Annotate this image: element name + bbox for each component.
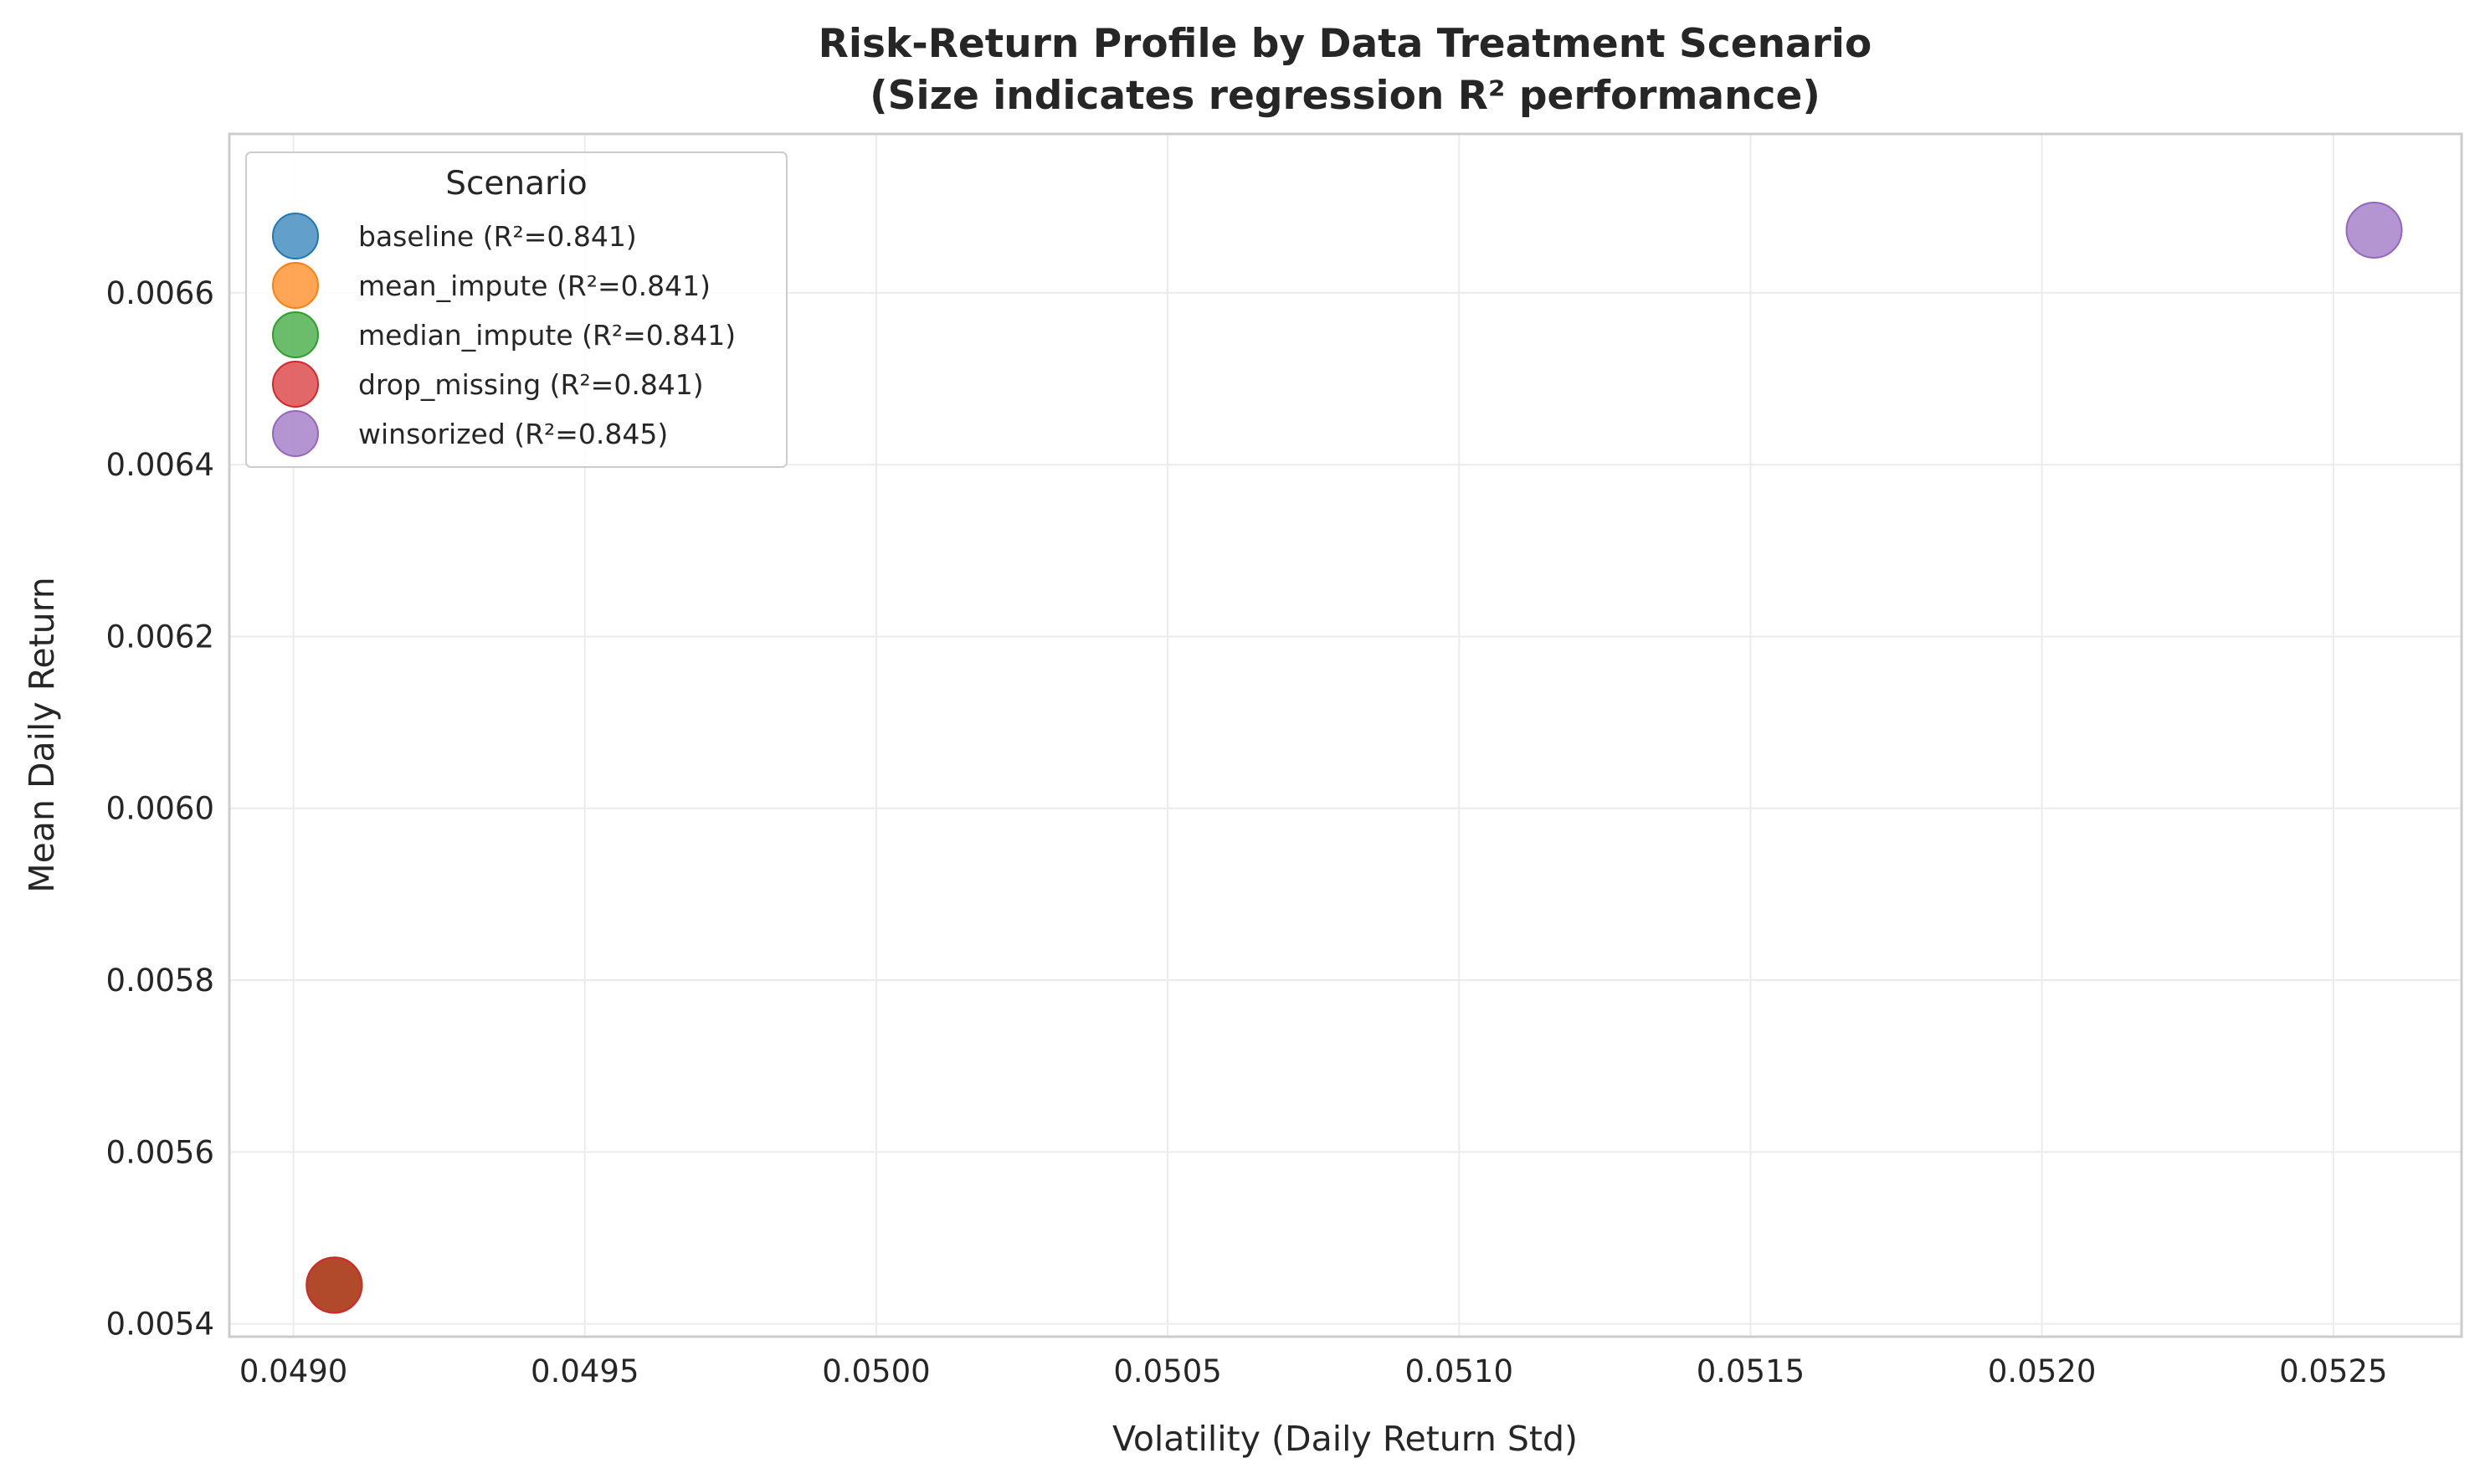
y-tick-label: 0.0058 xyxy=(106,963,214,999)
x-axis-label: Volatility (Daily Return Std) xyxy=(1112,1419,1578,1459)
chart-title-line1: Risk-Return Profile by Data Treatment Sc… xyxy=(819,21,1872,67)
legend-label: drop_missing (R²=0.841) xyxy=(358,368,704,401)
legend-label: winsorized (R²=0.845) xyxy=(358,418,668,450)
data-point xyxy=(305,1256,363,1314)
legend-marker xyxy=(272,361,319,408)
legend-label: median_impute (R²=0.841) xyxy=(358,319,736,352)
y-tick-label: 0.0060 xyxy=(106,791,214,827)
y-tick-label: 0.0066 xyxy=(106,275,214,311)
legend-label: baseline (R²=0.841) xyxy=(358,220,637,253)
legend-box xyxy=(245,151,788,468)
legend-label: mean_impute (R²=0.841) xyxy=(358,270,711,302)
data-points xyxy=(305,201,2403,1314)
legend-marker xyxy=(272,262,319,309)
chart-title-line2: (Size indicates regression R² performanc… xyxy=(870,73,1820,119)
x-tick-label: 0.0495 xyxy=(531,1353,639,1389)
x-tick-label: 0.0520 xyxy=(1988,1353,2096,1389)
legend: Scenario baseline (R²=0.841) mean_impute … xyxy=(245,151,788,468)
x-tick-label: 0.0525 xyxy=(2279,1353,2387,1389)
legend-entries: baseline (R²=0.841) mean_impute (R²=0.841… xyxy=(272,213,736,457)
legend-marker xyxy=(272,311,319,358)
y-tick-labels: 0.0054 0.0056 0.0058 0.0060 0.0062 0.0064 0.00… xyxy=(106,275,214,1343)
x-tick-labels: 0.0490 0.0495 0.0500 0.0505 0.0510 0.0515 0.05… xyxy=(239,1353,2388,1389)
y-tick-label: 0.0056 xyxy=(106,1134,214,1170)
x-tick-label: 0.0515 xyxy=(1697,1353,1805,1389)
grid-lines xyxy=(229,134,2462,1337)
y-tick-label: 0.0054 xyxy=(106,1307,214,1343)
x-tick-label: 0.0490 xyxy=(239,1353,347,1389)
y-tick-label: 0.0064 xyxy=(106,447,214,483)
x-tick-label: 0.0500 xyxy=(822,1353,930,1389)
legend-title: Scenario xyxy=(445,165,588,203)
plot-frame xyxy=(228,132,2463,1338)
x-tick-label: 0.0510 xyxy=(1405,1353,1513,1389)
data-point xyxy=(2345,201,2403,259)
legend-marker xyxy=(272,410,319,457)
x-tick-label: 0.0505 xyxy=(1113,1353,1221,1389)
y-axis-label: Mean Daily Return xyxy=(22,577,62,893)
y-tick-label: 0.0062 xyxy=(106,619,214,655)
legend-marker xyxy=(272,213,319,259)
